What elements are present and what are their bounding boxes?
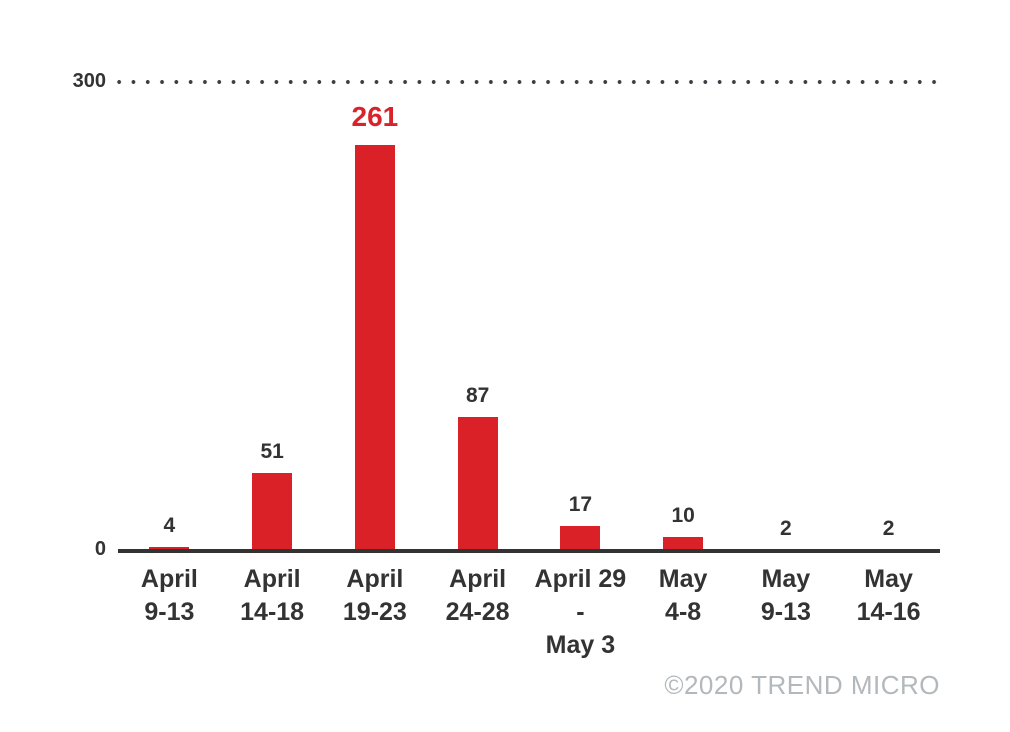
bar — [560, 526, 601, 553]
bar-value-label: 2 — [882, 517, 895, 540]
x-axis-label: April 29 - May 3 — [534, 565, 627, 659]
x-axis-label: May 4-8 — [658, 565, 708, 626]
x-axis-labels: April 9-13 April 14-18 April 19-23 April 24-28 A… — [118, 563, 940, 662]
bar-column: 2 — [837, 518, 940, 553]
bar-column: 2 — [735, 518, 838, 553]
gridline-300-dotted — [112, 80, 942, 84]
bar-value-label: 87 — [465, 384, 490, 407]
x-axis-label: April 9-13 — [140, 565, 198, 626]
bar-value-label: 2 — [780, 517, 792, 540]
x-axis-label: May 9-13 — [760, 565, 811, 626]
bar-column: 4 — [118, 515, 221, 553]
bar-column: 87 — [426, 385, 529, 553]
bar — [457, 417, 498, 553]
copyright-text: ©2020 TREND MICRO — [664, 670, 940, 700]
bar-value-label: 51 — [260, 440, 284, 463]
bar-column: 17 — [529, 494, 632, 553]
bar — [252, 473, 293, 553]
x-axis-label: April 24-28 — [445, 565, 510, 626]
x-axis-label: May 14-16 — [856, 565, 921, 626]
bar-value-label: 4 — [163, 514, 176, 537]
bar-column: 261 — [324, 103, 427, 553]
bar-value-label: 10 — [671, 504, 695, 527]
x-axis-line — [118, 549, 940, 553]
y-tick-label-300: 300 — [72, 70, 106, 92]
bar-column: 51 — [221, 441, 324, 553]
y-tick-label-0: 0 — [94, 538, 106, 560]
bar — [354, 145, 395, 553]
bar-value-label: 17 — [568, 493, 593, 516]
x-axis-label: April 14-18 — [240, 565, 305, 626]
bars-row: 4 51 261 87 17 10 2 2 — [118, 82, 940, 553]
bar-value-label: 261 — [351, 101, 399, 132]
x-axis-label: April 19-23 — [342, 565, 407, 626]
bar-column: 10 — [632, 505, 735, 553]
